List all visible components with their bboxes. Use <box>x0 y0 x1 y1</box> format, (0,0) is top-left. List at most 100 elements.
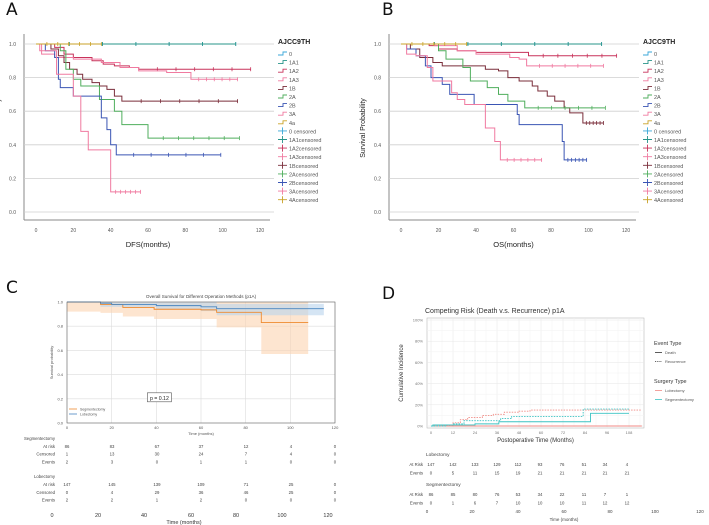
risk-table-cell: 71 <box>244 482 249 487</box>
km-curve-segmentectomy <box>67 301 309 324</box>
legend-item-label: 0 <box>289 52 292 58</box>
km-curve-lobectomy <box>67 301 324 310</box>
risk-table-group-label: Segmentectomy <box>426 482 461 488</box>
legend-item-label: 0 censored <box>289 129 316 135</box>
x-tick-label: 120 <box>332 425 339 430</box>
legend-item-label: 1A1censored <box>654 138 686 144</box>
x-tick-label: 60 <box>199 425 204 430</box>
risk-table-cell: 12 <box>244 444 249 449</box>
legend-item-label: 3Acensored <box>289 190 318 196</box>
risk-table-cell: 0 <box>66 490 69 495</box>
risk-table-cell: 25 <box>289 490 294 495</box>
legend-censor-icon <box>643 127 652 135</box>
legend-censor-icon <box>643 153 652 161</box>
risk-table-x-tick: 60 <box>188 513 194 519</box>
risk-table-row-label: Censored <box>36 490 55 495</box>
risk-table-x-tick: 0 <box>426 509 429 514</box>
risk-table-cell: 37 <box>199 444 204 449</box>
risk-table-row-label: Events <box>410 471 423 476</box>
x-tick-label: 84 <box>583 430 588 435</box>
x-tick-label: 0 <box>66 425 69 430</box>
risk-table-cell: 21 <box>560 471 565 476</box>
risk-table-cell: 129 <box>493 462 501 467</box>
y-tick-label: 0.0 <box>9 210 16 216</box>
y-tick-label: 0.6 <box>57 348 63 353</box>
legend-item-label: Death <box>665 350 676 355</box>
legend-item-label: 1A1 <box>289 61 299 67</box>
x-tick-label: 48 <box>517 430 522 435</box>
y-tick-label: 0.2 <box>57 396 63 401</box>
legend-item-label: 0 <box>654 52 657 58</box>
risk-table-cell: 10 <box>538 501 543 506</box>
risk-table-cell: 13 <box>110 452 115 457</box>
km-curve-1a3 <box>401 43 604 67</box>
legend-line-icon <box>643 51 652 56</box>
km-curve-2a <box>401 43 606 109</box>
legend-item-label: 0 censored <box>654 129 681 135</box>
risk-table-cell: 7 <box>604 492 607 497</box>
risk-table-cell: 0 <box>334 482 337 487</box>
risk-table-cell: 145 <box>108 482 116 487</box>
x-tick-label: 100 <box>218 228 227 234</box>
risk-table-cell: 12 <box>625 501 630 506</box>
y-tick-label: 1.0 <box>9 42 16 48</box>
legend-line-icon <box>278 120 287 125</box>
legend-item-label: 3A <box>654 112 661 118</box>
y-tick-label: 0.8 <box>374 76 381 82</box>
risk-table-cell: 0 <box>334 459 337 464</box>
risk-table-cell: 4 <box>290 444 293 449</box>
legend-censor-icon <box>278 196 287 204</box>
y-tick-label: 1.0 <box>57 300 63 305</box>
risk-table-row-label: Events <box>42 498 55 503</box>
panel-label-d: D <box>382 284 396 304</box>
legend-item-label: Lobectomy <box>665 388 685 393</box>
legend-censor-icon <box>278 170 287 178</box>
risk-table-cell: 29 <box>155 490 160 495</box>
risk-table-cell: 86 <box>65 444 70 449</box>
risk-table-cell: 2 <box>66 459 69 464</box>
ci-curve-segmentectomy-recurrence <box>431 408 629 427</box>
risk-table-x-tick: 80 <box>607 509 613 514</box>
legend-item-label: 1A2 <box>289 69 299 75</box>
x-tick-label: 60 <box>539 430 544 435</box>
risk-table-cell: 7 <box>245 452 248 457</box>
risk-table-cell: 46 <box>244 490 249 495</box>
risk-table-cell: 2 <box>200 498 203 503</box>
y-axis-label: Cumulative Incidence <box>399 344 405 402</box>
risk-table-cell: 133 <box>471 462 479 467</box>
risk-table-cell: 67 <box>155 444 160 449</box>
legend-item-label: 1B <box>654 86 661 92</box>
legend-censor-icon <box>643 179 652 186</box>
legend-line-icon <box>643 77 652 82</box>
panel-label-c: C <box>6 278 18 298</box>
legend-item-label: 3A <box>289 112 296 118</box>
risk-table-cell: 30 <box>155 452 160 457</box>
risk-table-cell: 21 <box>625 471 630 476</box>
legend-item-label: 1Bcensored <box>289 164 318 170</box>
panel-label-a: A <box>6 0 18 20</box>
risk-table-cell: 7 <box>496 501 499 506</box>
legend-item-label: 2Acensored <box>654 172 683 178</box>
legend-item-label: 1A2censored <box>289 147 321 153</box>
risk-table-x-tick: 120 <box>323 513 332 519</box>
legend-item-label: 2B <box>289 104 296 110</box>
risk-table-x-tick: 60 <box>561 509 567 514</box>
km-curve-2b <box>401 43 587 161</box>
legend-line-icon <box>278 94 287 99</box>
risk-table-cell: 1 <box>200 459 203 464</box>
risk-table-group-label: Lobectomy <box>426 452 450 458</box>
legend-item-label: 2Bcensored <box>654 181 683 187</box>
legend-line-icon <box>278 77 287 82</box>
risk-table-cell: 21 <box>603 471 608 476</box>
risk-table-cell: 22 <box>560 492 565 497</box>
legend-censor-icon <box>643 144 652 152</box>
km-curve-1a2 <box>36 43 251 70</box>
legend-censor-icon <box>643 170 652 178</box>
legend-censor-icon <box>643 136 652 143</box>
chart-c: Overall Survival for Different Operation… <box>24 294 339 525</box>
legend-line-icon <box>643 94 652 99</box>
risk-table-cell: 147 <box>427 462 435 467</box>
risk-table-cell: 11 <box>473 471 478 476</box>
risk-table-cell: 4 <box>111 490 114 495</box>
legend-item-label: 2A <box>654 95 661 101</box>
